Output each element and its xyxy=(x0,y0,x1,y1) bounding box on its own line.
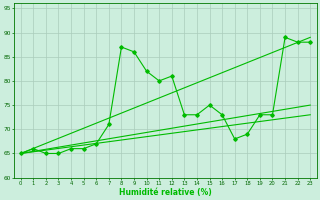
X-axis label: Humidité relative (%): Humidité relative (%) xyxy=(119,188,212,197)
